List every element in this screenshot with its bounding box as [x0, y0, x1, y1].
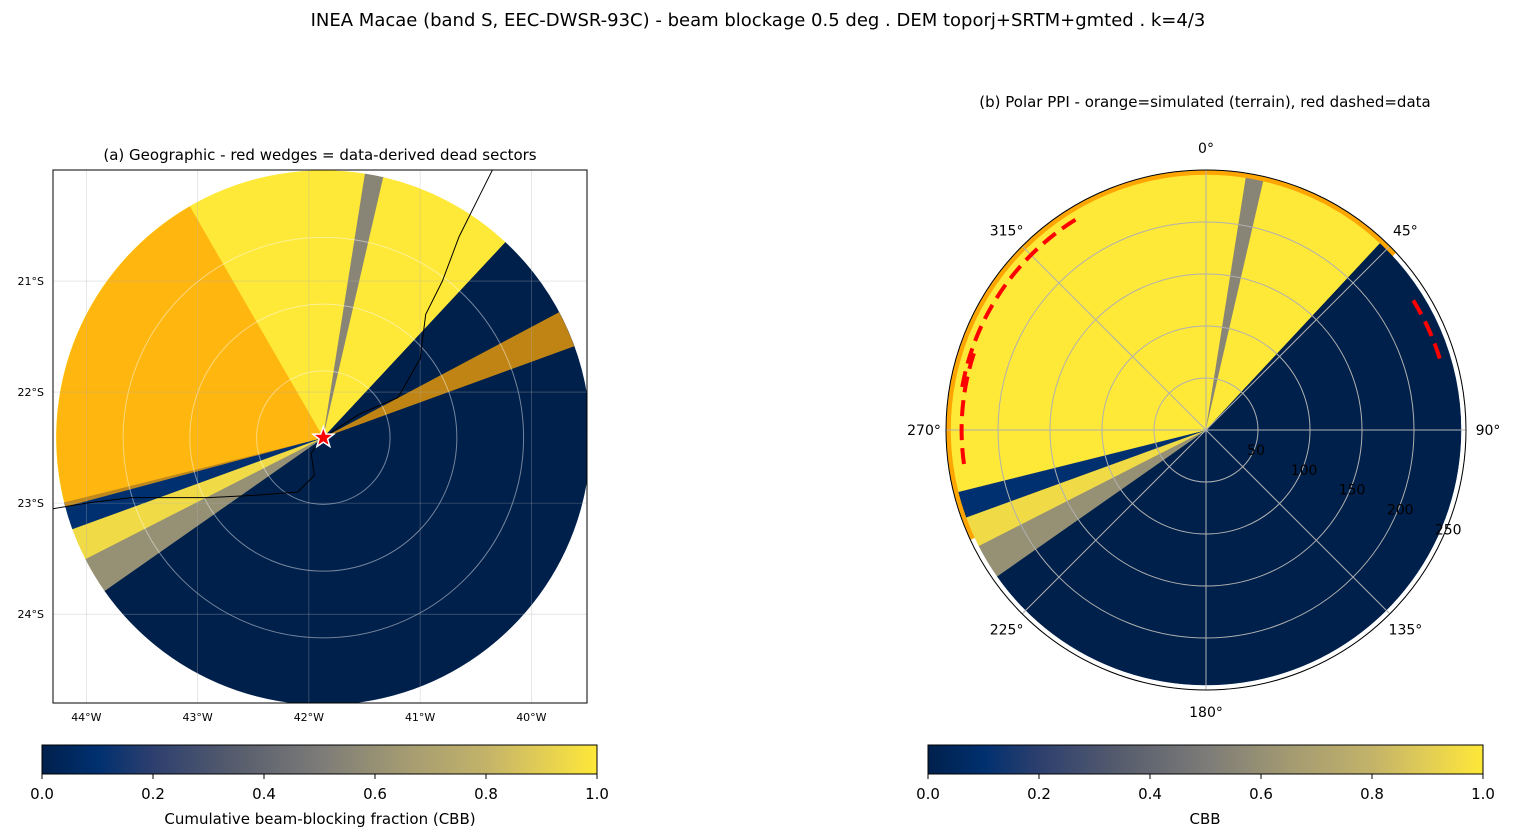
- data-dead-arc: [960, 213, 1084, 388]
- colorbar-tick-label: 0.8: [1360, 785, 1384, 803]
- colorbar-tick-label: 0.2: [141, 785, 165, 803]
- panel-geographic: (a) Geographic - red wedges = data-deriv…: [18, 146, 588, 724]
- colorbar-polar: 0.0 0.2 0.4 0.6 0.8 1.0 CBB: [916, 744, 1495, 828]
- cbb-sector: [1205, 181, 1381, 431]
- colorbar-a-ticks: 0.0 0.2 0.4 0.6 0.8 1.0: [30, 774, 609, 803]
- panel-polar: (b) Polar PPI - orange=simulated (terrai…: [907, 93, 1500, 721]
- theta-tick-label: 225°: [990, 622, 1024, 638]
- dead-sector-wedge: [323, 312, 575, 438]
- cbb-sector: [950, 174, 1207, 492]
- cbb-sector: [1205, 243, 1462, 431]
- polar-area: [946, 170, 1466, 690]
- theta-tick-label: 270°: [907, 423, 941, 439]
- figure-title: INEA Macae (band S, EEC-DWSR-93C) - beam…: [311, 10, 1206, 31]
- range-ring: [189, 303, 458, 572]
- theta-tick-label: 90°: [1476, 423, 1501, 439]
- x-tick-label: 40°W: [516, 711, 546, 724]
- colorbar-geographic: 0.0 0.2 0.4 0.6 0.8 1.0 Cumulative beam-block…: [30, 744, 609, 828]
- geographic-axis-ticks: 44°W 43°W 42°W 41°W 40°W 21°S 22°S 23°S 24°S: [18, 275, 547, 724]
- data-dead-arc: [959, 345, 979, 465]
- dead-sector-wedge: [56, 206, 324, 507]
- colorbar-tick-label: 0.4: [1138, 785, 1162, 803]
- colorbar-tick-label: 0.0: [916, 785, 940, 803]
- y-tick-label: 24°S: [18, 608, 44, 621]
- colorbar-tick-label: 1.0: [1471, 785, 1495, 803]
- polar-frame: [945, 169, 1467, 691]
- r-tick-label: 250: [1435, 523, 1462, 539]
- polar-spoke: [1205, 245, 1391, 431]
- colorbar-tick-label: 0.6: [1249, 785, 1273, 803]
- colorbar-tick-label: 0.4: [252, 785, 276, 803]
- theta-tick-label: 45°: [1393, 224, 1418, 240]
- polar-ppi: 0° 45° 90° 135° 180° 225° 270° 315° 50 100 150 200 2…: [907, 141, 1500, 721]
- colorbar-tick-label: 1.0: [585, 785, 609, 803]
- colorbar-tick-label: 0.8: [474, 785, 498, 803]
- cbb-sector-geo: [322, 177, 506, 439]
- theta-tick-label: 315°: [990, 224, 1024, 240]
- colorbar-a-label: Cumulative beam-blocking fraction (CBB): [164, 810, 475, 828]
- polar-spoke: [1021, 245, 1207, 431]
- theta-tick-label: 180°: [1189, 705, 1223, 721]
- colorbar-b-label: CBB: [1189, 810, 1220, 828]
- geographic-map: [53, 170, 587, 703]
- cbb-sector: [996, 429, 1462, 686]
- x-tick-label: 43°W: [182, 711, 212, 724]
- x-tick-label: 44°W: [71, 711, 101, 724]
- cbb-sector-geo: [104, 437, 587, 703]
- colorbar-a-gradient: [41, 744, 598, 775]
- range-ring: [256, 370, 391, 505]
- r-tick-label: 200: [1387, 503, 1414, 519]
- theta-tick-label: 0°: [1198, 141, 1214, 157]
- polar-spoke: [1205, 429, 1391, 615]
- y-tick-label: 23°S: [18, 497, 44, 510]
- x-tick-label: 42°W: [294, 711, 324, 724]
- x-tick-label: 41°W: [405, 711, 435, 724]
- theta-tick-label: 135°: [1389, 622, 1423, 638]
- panel-b-title: (b) Polar PPI - orange=simulated (terrai…: [979, 93, 1430, 111]
- colorbar-b-gradient: [927, 744, 1484, 775]
- geographic-frame: [52, 169, 588, 704]
- colorbar-tick-label: 0.0: [30, 785, 54, 803]
- colorbar-tick-label: 0.2: [1027, 785, 1051, 803]
- r-tick-label: 50: [1247, 443, 1265, 459]
- colorbar-tick-label: 0.6: [363, 785, 387, 803]
- polar-spoke: [1021, 429, 1207, 615]
- range-ring: [122, 236, 525, 639]
- panel-a-title: (a) Geographic - red wedges = data-deriv…: [103, 146, 536, 164]
- r-tick-label: 150: [1339, 483, 1366, 499]
- data-dead-arc: [1411, 299, 1442, 360]
- y-tick-label: 22°S: [18, 386, 44, 399]
- y-tick-label: 21°S: [18, 275, 44, 288]
- r-tick-label: 100: [1291, 463, 1318, 479]
- colorbar-b-ticks: 0.0 0.2 0.4 0.6 0.8 1.0: [916, 774, 1495, 803]
- radar-site-marker: [310, 424, 336, 449]
